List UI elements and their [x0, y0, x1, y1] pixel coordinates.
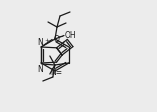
Text: N: N — [37, 38, 43, 47]
Text: +: + — [44, 38, 49, 43]
Text: OH: OH — [65, 31, 77, 40]
Text: N=: N= — [51, 68, 63, 76]
Text: N: N — [37, 64, 43, 73]
Text: −: − — [57, 34, 63, 40]
Text: O: O — [53, 35, 59, 44]
